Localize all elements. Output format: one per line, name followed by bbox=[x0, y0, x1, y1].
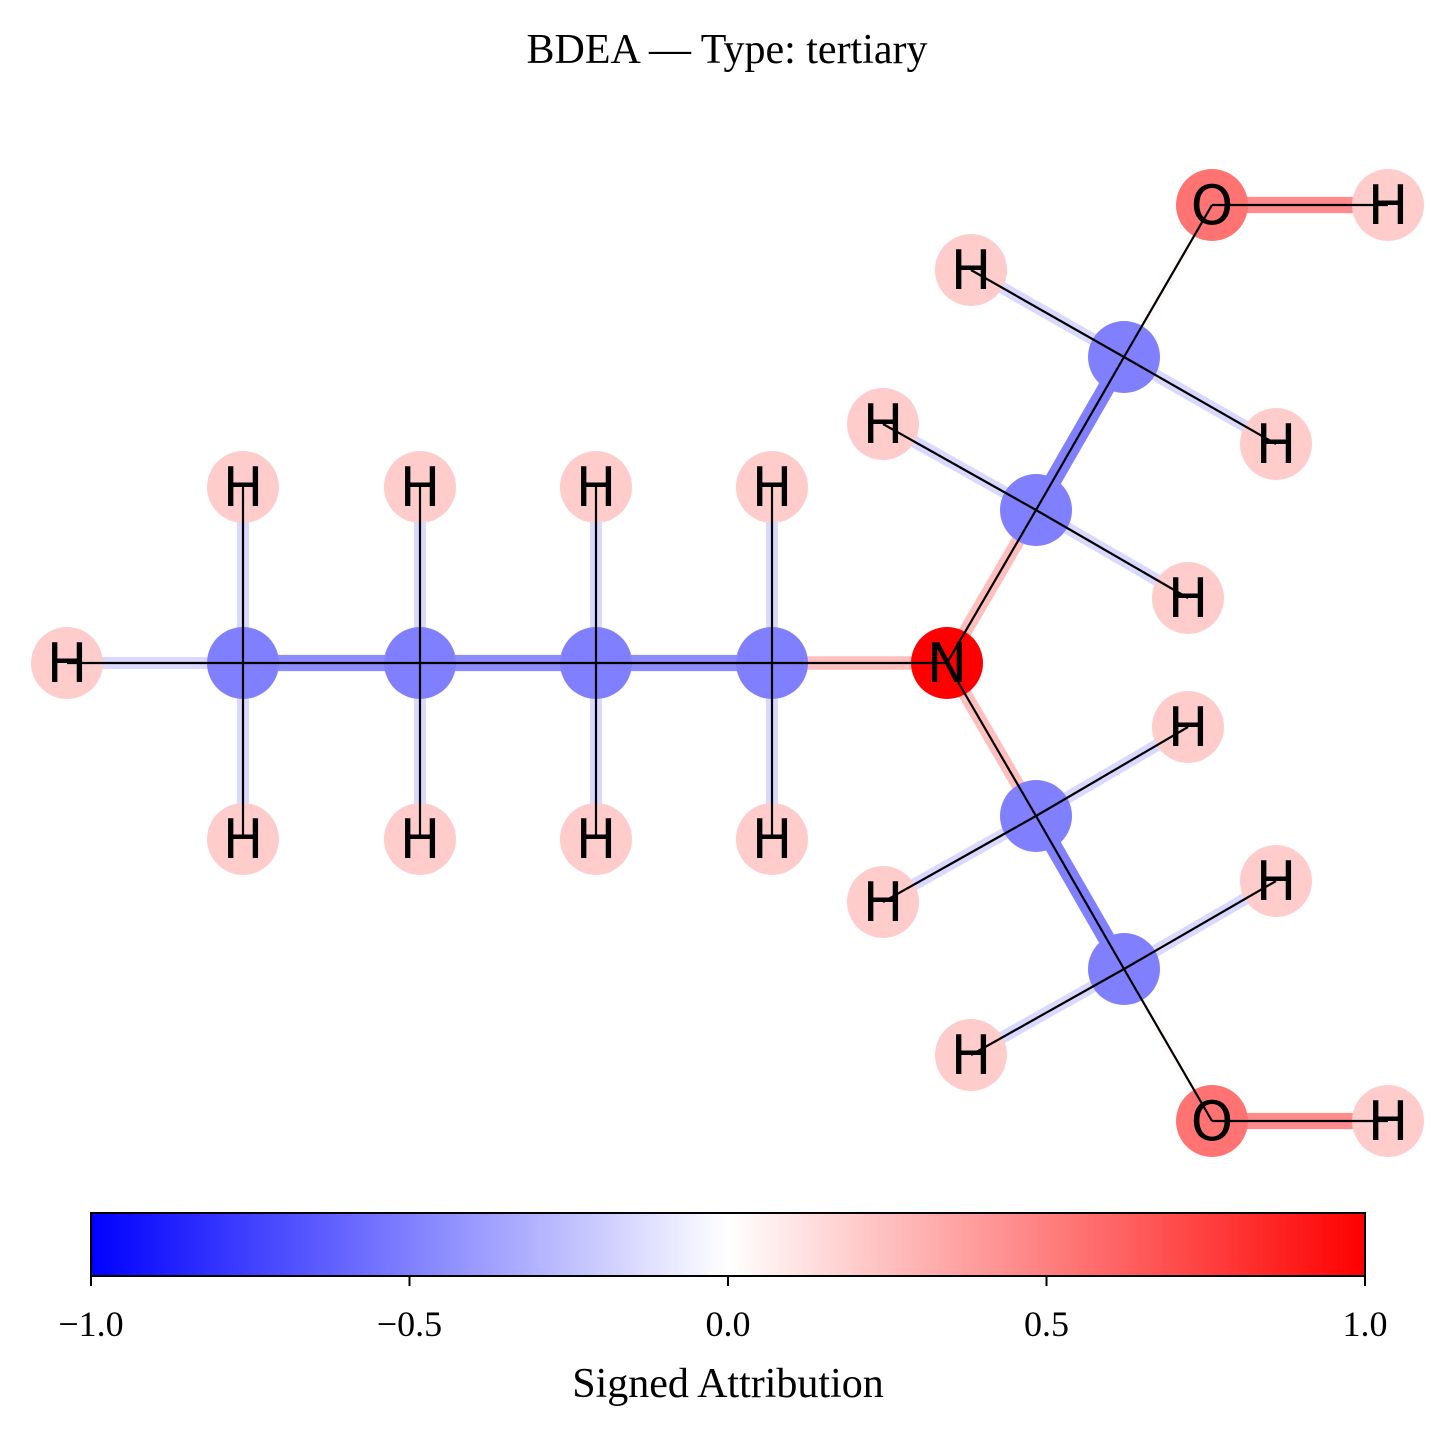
atom-discs bbox=[31, 169, 1424, 1157]
atom-label: H bbox=[223, 808, 264, 871]
colorbar-tick-label: −0.5 bbox=[377, 1304, 442, 1344]
atom-label: H bbox=[951, 239, 992, 302]
bond-line bbox=[946, 662, 1037, 817]
bond-line bbox=[1035, 726, 1189, 817]
bond-line bbox=[1123, 880, 1277, 970]
bond-lines bbox=[67, 203, 1388, 1123]
atom-labels: H N O H O H H H H H H H H H H H H H H H H H bbox=[47, 174, 1409, 1153]
bond-line bbox=[1035, 509, 1189, 599]
bond-line bbox=[970, 968, 1125, 1056]
bond-line bbox=[1123, 356, 1277, 445]
atom-label: H bbox=[1168, 567, 1209, 630]
atom-label: H bbox=[400, 456, 441, 519]
atom-label: H bbox=[400, 808, 441, 871]
colorbar-tick-label: 0.5 bbox=[1024, 1304, 1069, 1344]
bond-line bbox=[1123, 204, 1213, 358]
atom-label: H bbox=[1256, 413, 1297, 476]
atom-label: H bbox=[223, 456, 264, 519]
colorbar-tick-label: 0.0 bbox=[706, 1304, 751, 1344]
atom-label: H bbox=[1256, 850, 1297, 913]
atom-label: O bbox=[1191, 174, 1234, 237]
figure-title: BDEA — Type: tertiary bbox=[526, 27, 927, 73]
atom-label: H bbox=[863, 393, 904, 456]
atom-label: H bbox=[576, 456, 617, 519]
atom-label: H bbox=[752, 808, 793, 871]
colorbar-gradient bbox=[90, 1212, 1366, 1277]
bond-line bbox=[1035, 815, 1125, 970]
bond-line bbox=[882, 815, 1037, 903]
colorbar-ticks: −1.0 −0.5 0.0 0.5 1.0 bbox=[58, 1276, 1388, 1344]
colorbar: −1.0 −0.5 0.0 0.5 1.0 Signed Attribution bbox=[58, 1212, 1388, 1407]
colorbar-label: Signed Attribution bbox=[572, 1361, 884, 1407]
bond-line bbox=[882, 423, 1037, 511]
bond-line bbox=[970, 269, 1125, 358]
atom-label: H bbox=[1368, 174, 1409, 237]
atom-label: H bbox=[752, 456, 793, 519]
colorbar-tick-label: 1.0 bbox=[1343, 1304, 1388, 1344]
bond-line bbox=[946, 509, 1037, 664]
atom-label: H bbox=[1168, 696, 1209, 759]
atom-label: H bbox=[863, 871, 904, 934]
atom-label: H bbox=[1368, 1090, 1409, 1153]
atom-label: H bbox=[576, 808, 617, 871]
bond-line bbox=[1035, 356, 1125, 511]
bond-line bbox=[1123, 968, 1213, 1122]
colorbar-tick-label: −1.0 bbox=[58, 1304, 123, 1344]
atom-label: H bbox=[47, 632, 88, 695]
atom-label: N bbox=[927, 632, 967, 695]
molecule-graph: H N O H O H H H H H H H H H H H H H H H H H bbox=[31, 169, 1424, 1157]
atom-label: H bbox=[951, 1024, 992, 1087]
atom-label: O bbox=[1191, 1090, 1234, 1153]
